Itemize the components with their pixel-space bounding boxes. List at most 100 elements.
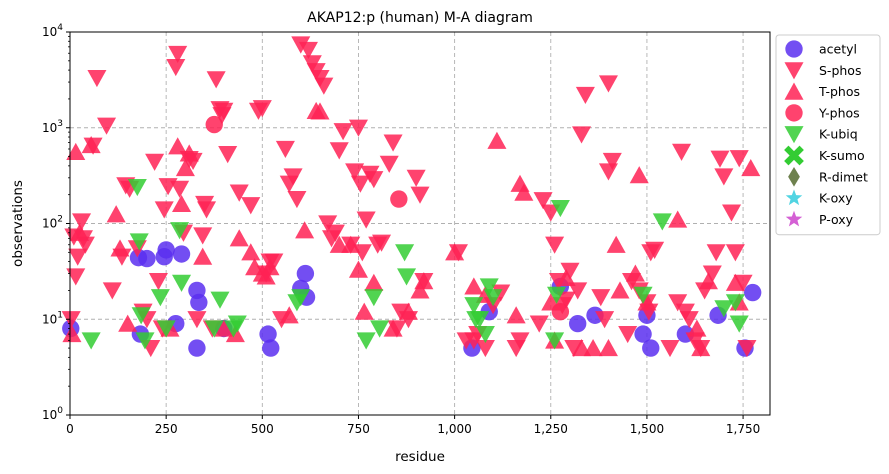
point-s-phos [725, 244, 745, 262]
point-s-phos [154, 201, 174, 219]
legend-label-k-oxy: K-oxy [819, 191, 853, 206]
point-s-phos [61, 311, 81, 329]
point-t-phos [354, 302, 374, 320]
point-t-phos [583, 339, 603, 357]
point-t-phos [464, 277, 484, 295]
point-s-phos [595, 311, 615, 329]
point-s-phos [187, 311, 207, 329]
point-s-phos [556, 291, 576, 309]
point-s-phos [350, 175, 370, 193]
point-t-phos [514, 183, 534, 201]
point-s-phos [733, 274, 753, 292]
point-s-phos [241, 197, 261, 215]
point-k-ubiq [729, 315, 749, 333]
point-k-ubiq [633, 286, 653, 304]
point-t-phos [256, 267, 276, 285]
y-tick-label: 103 [42, 119, 63, 135]
point-k-ubiq [470, 311, 490, 329]
legend-label-acetyl: acetyl [819, 42, 857, 57]
point-k-ubiq [364, 289, 384, 307]
point-acetyl [190, 293, 208, 312]
point-s-phos [602, 152, 622, 170]
point-k-ubiq [81, 332, 101, 350]
x-tick-label: 1,500 [630, 422, 664, 436]
point-t-phos [179, 144, 199, 162]
point-acetyl [138, 249, 156, 268]
y-tick-label: 101 [42, 310, 63, 326]
point-s-phos [197, 201, 217, 219]
point-k-ubiq [227, 315, 247, 333]
y-tick-label: 100 [42, 406, 63, 422]
point-s-phos [218, 146, 238, 164]
y-tick-label: 104 [42, 23, 63, 39]
point-k-ubiq [156, 320, 176, 338]
point-k-ubiq [550, 199, 570, 218]
point-k-ubiq [395, 244, 415, 262]
point-s-phos [668, 294, 688, 312]
point-t-phos [629, 166, 649, 184]
point-t-phos [118, 314, 138, 332]
point-s-phos [541, 204, 561, 222]
point-k-ubiq [397, 268, 417, 286]
point-s-phos [710, 150, 730, 168]
legend-box [775, 34, 881, 236]
point-t-phos [66, 142, 86, 160]
x-tick-label: 1,250 [534, 422, 568, 436]
point-t-phos [725, 273, 745, 291]
point-k-ubiq [714, 300, 734, 318]
point-t-phos [172, 194, 192, 213]
point-s-phos [618, 325, 638, 344]
point-s-phos [148, 273, 168, 291]
point-s-phos [545, 236, 565, 254]
point-k-ubiq [356, 332, 376, 350]
point-s-phos [568, 282, 588, 300]
point-t-phos [341, 235, 361, 253]
point-y-phos [551, 302, 570, 321]
legend-label-k-sumo: K-sumo [819, 148, 865, 163]
point-k-ubiq [170, 222, 190, 240]
point-s-phos [348, 119, 368, 137]
point-s-phos [572, 126, 592, 144]
point-t-phos [70, 223, 90, 241]
point-t-phos [279, 306, 299, 324]
point-t-phos [598, 339, 618, 357]
point-k-ubiq [545, 332, 565, 350]
point-k-ubiq [129, 233, 149, 251]
point-t-phos [414, 272, 434, 290]
point-s-phos [333, 123, 353, 141]
point-t-phos [260, 258, 280, 276]
point-s-phos [87, 70, 107, 88]
point-k-ubiq [127, 179, 147, 197]
point-k-ubiq [479, 278, 499, 296]
point-k-ubiq [172, 274, 192, 292]
y-tick-base: 10 [42, 25, 57, 39]
point-t-phos [364, 273, 384, 291]
x-tick-label: 1,750 [726, 422, 760, 436]
series-t-phos [62, 101, 761, 357]
legend-marker-k-ubiq [784, 126, 804, 144]
point-acetyl [642, 339, 660, 357]
legend-marker-k-sumo [784, 145, 804, 166]
point-k-ubiq [370, 320, 390, 338]
point-k-ubiq [150, 289, 170, 307]
point-s-phos [206, 71, 226, 89]
point-s-phos [729, 150, 749, 168]
point-t-phos [348, 260, 368, 278]
point-t-phos [445, 243, 465, 261]
series-y-phos [205, 115, 570, 321]
y-tick-base: 10 [42, 408, 57, 422]
point-t-phos [241, 243, 261, 261]
point-s-phos [510, 332, 530, 350]
point-acetyl [262, 339, 280, 357]
point-s-phos [214, 102, 234, 120]
point-acetyl [157, 241, 175, 259]
point-t-phos [741, 158, 761, 177]
point-acetyl [188, 339, 206, 357]
point-s-phos [383, 134, 403, 152]
point-t-phos [625, 264, 645, 282]
point-t-phos [175, 158, 195, 177]
y-axis-label: observations [10, 180, 26, 267]
point-s-phos [645, 241, 665, 259]
point-k-ubiq [652, 213, 672, 231]
